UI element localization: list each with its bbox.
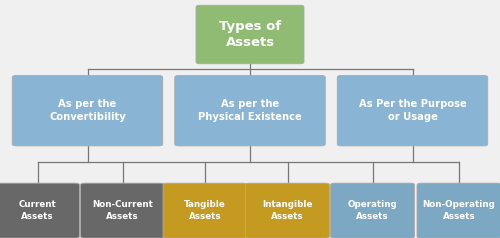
Text: Tangible
Assets: Tangible Assets xyxy=(184,200,226,221)
Text: Non-Operating
Assets: Non-Operating Assets xyxy=(422,200,496,221)
FancyBboxPatch shape xyxy=(330,183,414,238)
FancyBboxPatch shape xyxy=(246,183,330,238)
Text: Operating
Assets: Operating Assets xyxy=(348,200,398,221)
Text: Non-Current
Assets: Non-Current Assets xyxy=(92,200,153,221)
Text: Types of
Assets: Types of Assets xyxy=(219,20,281,49)
FancyBboxPatch shape xyxy=(163,183,247,238)
FancyBboxPatch shape xyxy=(0,183,80,238)
FancyBboxPatch shape xyxy=(196,5,304,64)
FancyBboxPatch shape xyxy=(417,183,500,238)
Text: As per the
Physical Existence: As per the Physical Existence xyxy=(198,99,302,122)
FancyBboxPatch shape xyxy=(175,75,326,146)
FancyBboxPatch shape xyxy=(337,75,488,146)
Text: As Per the Purpose
or Usage: As Per the Purpose or Usage xyxy=(358,99,467,122)
Text: Current
Assets: Current Assets xyxy=(18,200,57,221)
FancyBboxPatch shape xyxy=(12,75,163,146)
FancyBboxPatch shape xyxy=(80,183,164,238)
Text: Intangible
Assets: Intangible Assets xyxy=(262,200,312,221)
Text: As per the
Convertibility: As per the Convertibility xyxy=(49,99,126,122)
